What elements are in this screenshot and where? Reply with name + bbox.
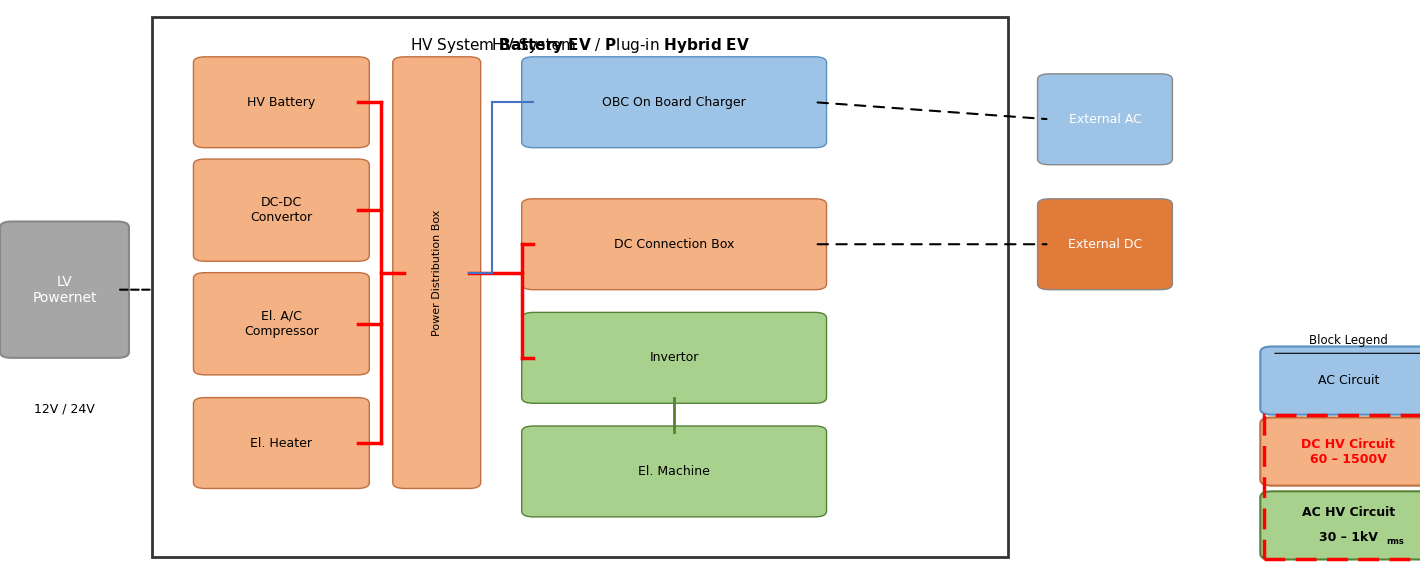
Text: HV System: HV System — [491, 38, 581, 53]
Text: HV Battery: HV Battery — [247, 96, 315, 108]
Text: DC-DC
Convertor: DC-DC Convertor — [250, 196, 312, 224]
Text: 30 – 1kV: 30 – 1kV — [1319, 532, 1377, 544]
Text: External AC: External AC — [1068, 113, 1142, 126]
FancyBboxPatch shape — [193, 273, 369, 375]
Text: rms: rms — [1386, 537, 1403, 546]
FancyBboxPatch shape — [521, 312, 826, 403]
FancyBboxPatch shape — [1038, 74, 1173, 165]
FancyBboxPatch shape — [521, 426, 826, 517]
FancyBboxPatch shape — [521, 57, 826, 148]
FancyBboxPatch shape — [1261, 346, 1420, 415]
FancyBboxPatch shape — [152, 17, 1008, 557]
Text: Power Distribution Box: Power Distribution Box — [432, 210, 442, 336]
Text: Block Legend: Block Legend — [1309, 335, 1387, 347]
FancyBboxPatch shape — [1261, 491, 1420, 559]
FancyBboxPatch shape — [521, 199, 826, 290]
Text: DC HV Circuit
60 – 1500V: DC HV Circuit 60 – 1500V — [1301, 437, 1394, 466]
FancyBboxPatch shape — [1261, 417, 1420, 486]
FancyBboxPatch shape — [193, 159, 369, 261]
FancyBboxPatch shape — [193, 57, 369, 148]
Text: AC Circuit: AC Circuit — [1318, 374, 1379, 387]
Text: LV
Powernet: LV Powernet — [33, 274, 97, 305]
FancyBboxPatch shape — [393, 57, 481, 488]
FancyBboxPatch shape — [0, 222, 129, 358]
FancyBboxPatch shape — [193, 398, 369, 488]
Text: El. Machine: El. Machine — [638, 465, 710, 478]
Text: AC HV Circuit: AC HV Circuit — [1302, 507, 1394, 519]
Text: External DC: External DC — [1068, 238, 1142, 250]
FancyBboxPatch shape — [1038, 199, 1173, 290]
Text: 12V / 24V: 12V / 24V — [34, 403, 95, 415]
Text: OBC On Board Charger: OBC On Board Charger — [602, 96, 746, 108]
Text: DC Connection Box: DC Connection Box — [613, 238, 734, 250]
Text: El. Heater: El. Heater — [250, 437, 312, 449]
Text: Invertor: Invertor — [649, 352, 699, 364]
Text: El. A/C
Compressor: El. A/C Compressor — [244, 310, 318, 338]
Text: HV System $\bf{Battery}$ $\bf{EV}$ / $\bf{P}$lug-in $\bf{Hybrid}$ $\bf{EV}$: HV System $\bf{Battery}$ $\bf{EV}$ / $\b… — [410, 36, 750, 55]
